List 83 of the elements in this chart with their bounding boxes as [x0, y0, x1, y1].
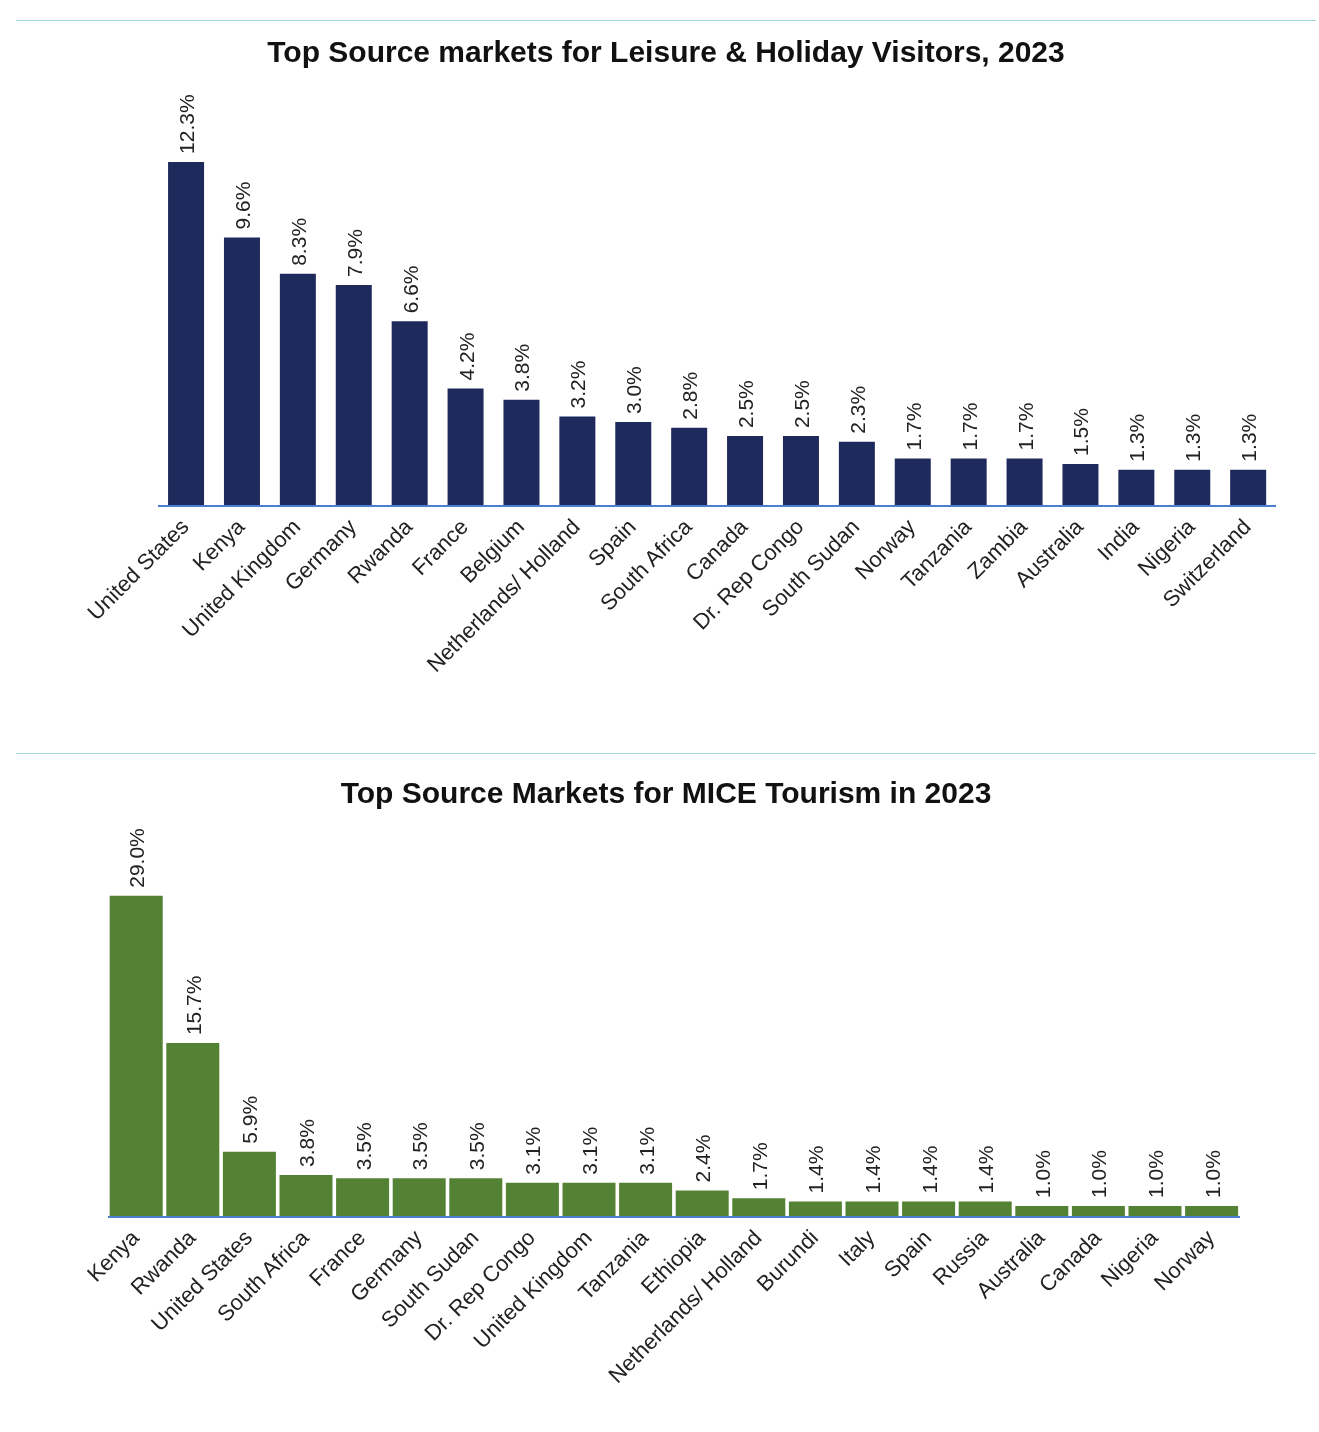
- bar: [449, 1178, 503, 1217]
- data-label: 2.3%: [845, 385, 869, 434]
- data-label: 1.7%: [747, 1142, 771, 1191]
- bar: [958, 1201, 1012, 1217]
- data-label: 12.3%: [175, 94, 199, 154]
- bar: [1185, 1205, 1239, 1217]
- bar: [335, 285, 372, 506]
- bar: [732, 1198, 786, 1217]
- bar: [447, 388, 484, 506]
- bar: [562, 1182, 616, 1217]
- bar: [336, 1178, 390, 1217]
- data-label: 3.1%: [578, 1126, 601, 1175]
- data-label: 1.4%: [917, 1145, 941, 1194]
- data-label: 3.2%: [566, 360, 590, 409]
- bar: [894, 458, 931, 506]
- data-label: 1.7%: [957, 402, 981, 451]
- data-label: 3.0%: [622, 366, 646, 415]
- data-label: 1.7%: [1013, 402, 1037, 451]
- bar: [222, 1151, 276, 1217]
- bar: [727, 436, 764, 506]
- data-label: 1.3%: [1237, 413, 1261, 462]
- bar: [559, 416, 596, 506]
- data-label: 3.8%: [295, 1119, 318, 1167]
- bar: [505, 1182, 559, 1217]
- bar: [1118, 469, 1155, 506]
- data-label: 1.0%: [1144, 1150, 1167, 1198]
- bar: [1071, 1205, 1125, 1217]
- bar: [168, 161, 205, 506]
- bar: [279, 273, 316, 506]
- data-label: 2.5%: [789, 380, 813, 429]
- chart-title: Top Source markets for Leisure & Holiday Visitors, 2023: [266, 35, 1066, 69]
- data-label: 4.2%: [454, 332, 478, 381]
- bar: [503, 399, 540, 506]
- bar: [1006, 458, 1043, 506]
- x-tick-label: Italy: [833, 1224, 880, 1272]
- bar: [619, 1182, 673, 1217]
- data-label: 9.6%: [230, 181, 254, 230]
- bar: [615, 422, 652, 506]
- data-label: 3.5%: [351, 1122, 375, 1171]
- bar: [392, 1178, 446, 1217]
- data-label: 3.5%: [464, 1122, 488, 1171]
- data-label: 3.1%: [634, 1126, 658, 1175]
- data-label: 1.3%: [1181, 413, 1205, 462]
- data-label: 3.5%: [408, 1122, 432, 1171]
- data-label: 8.3%: [286, 217, 310, 266]
- data-label: 2.8%: [678, 371, 702, 420]
- data-label: 1.0%: [1200, 1150, 1224, 1198]
- bar: [1128, 1205, 1182, 1217]
- bar: [838, 441, 875, 506]
- data-label: 7.9%: [342, 229, 366, 277]
- bar: [223, 237, 260, 506]
- bar: [1230, 469, 1267, 506]
- bar: [788, 1201, 842, 1217]
- bar: [279, 1174, 333, 1217]
- bar: [675, 1190, 729, 1217]
- data-label: 5.9%: [238, 1095, 262, 1144]
- bar: [391, 321, 428, 506]
- bar: [782, 436, 819, 506]
- data-label: 1.7%: [901, 402, 925, 451]
- chart-title: Top Source Markets for MICE Tourism in 2023: [339, 776, 993, 810]
- data-label: 1.4%: [804, 1145, 828, 1194]
- data-label: 1.5%: [1069, 408, 1093, 457]
- data-label: 3.8%: [510, 343, 534, 392]
- bar: [1062, 464, 1099, 506]
- data-label: 2.5%: [734, 380, 758, 429]
- bar: [671, 427, 708, 506]
- data-label: 3.1%: [521, 1126, 545, 1175]
- bar: [950, 458, 987, 506]
- bar: [902, 1201, 956, 1217]
- data-label: 6.6%: [398, 265, 422, 314]
- data-label: 29.0%: [125, 828, 149, 888]
- data-label: 1.4%: [974, 1145, 998, 1194]
- data-label: 1.3%: [1125, 413, 1149, 462]
- data-label: 1.4%: [861, 1145, 884, 1194]
- data-label: 1.0%: [1030, 1150, 1054, 1198]
- data-label: 1.0%: [1087, 1150, 1111, 1198]
- bar: [845, 1201, 899, 1217]
- data-label: 15.7%: [181, 975, 205, 1036]
- bar: [166, 1043, 220, 1217]
- bar: [1174, 469, 1211, 506]
- bar: [109, 895, 163, 1217]
- data-label: 2.4%: [691, 1134, 715, 1183]
- bar: [1015, 1205, 1069, 1217]
